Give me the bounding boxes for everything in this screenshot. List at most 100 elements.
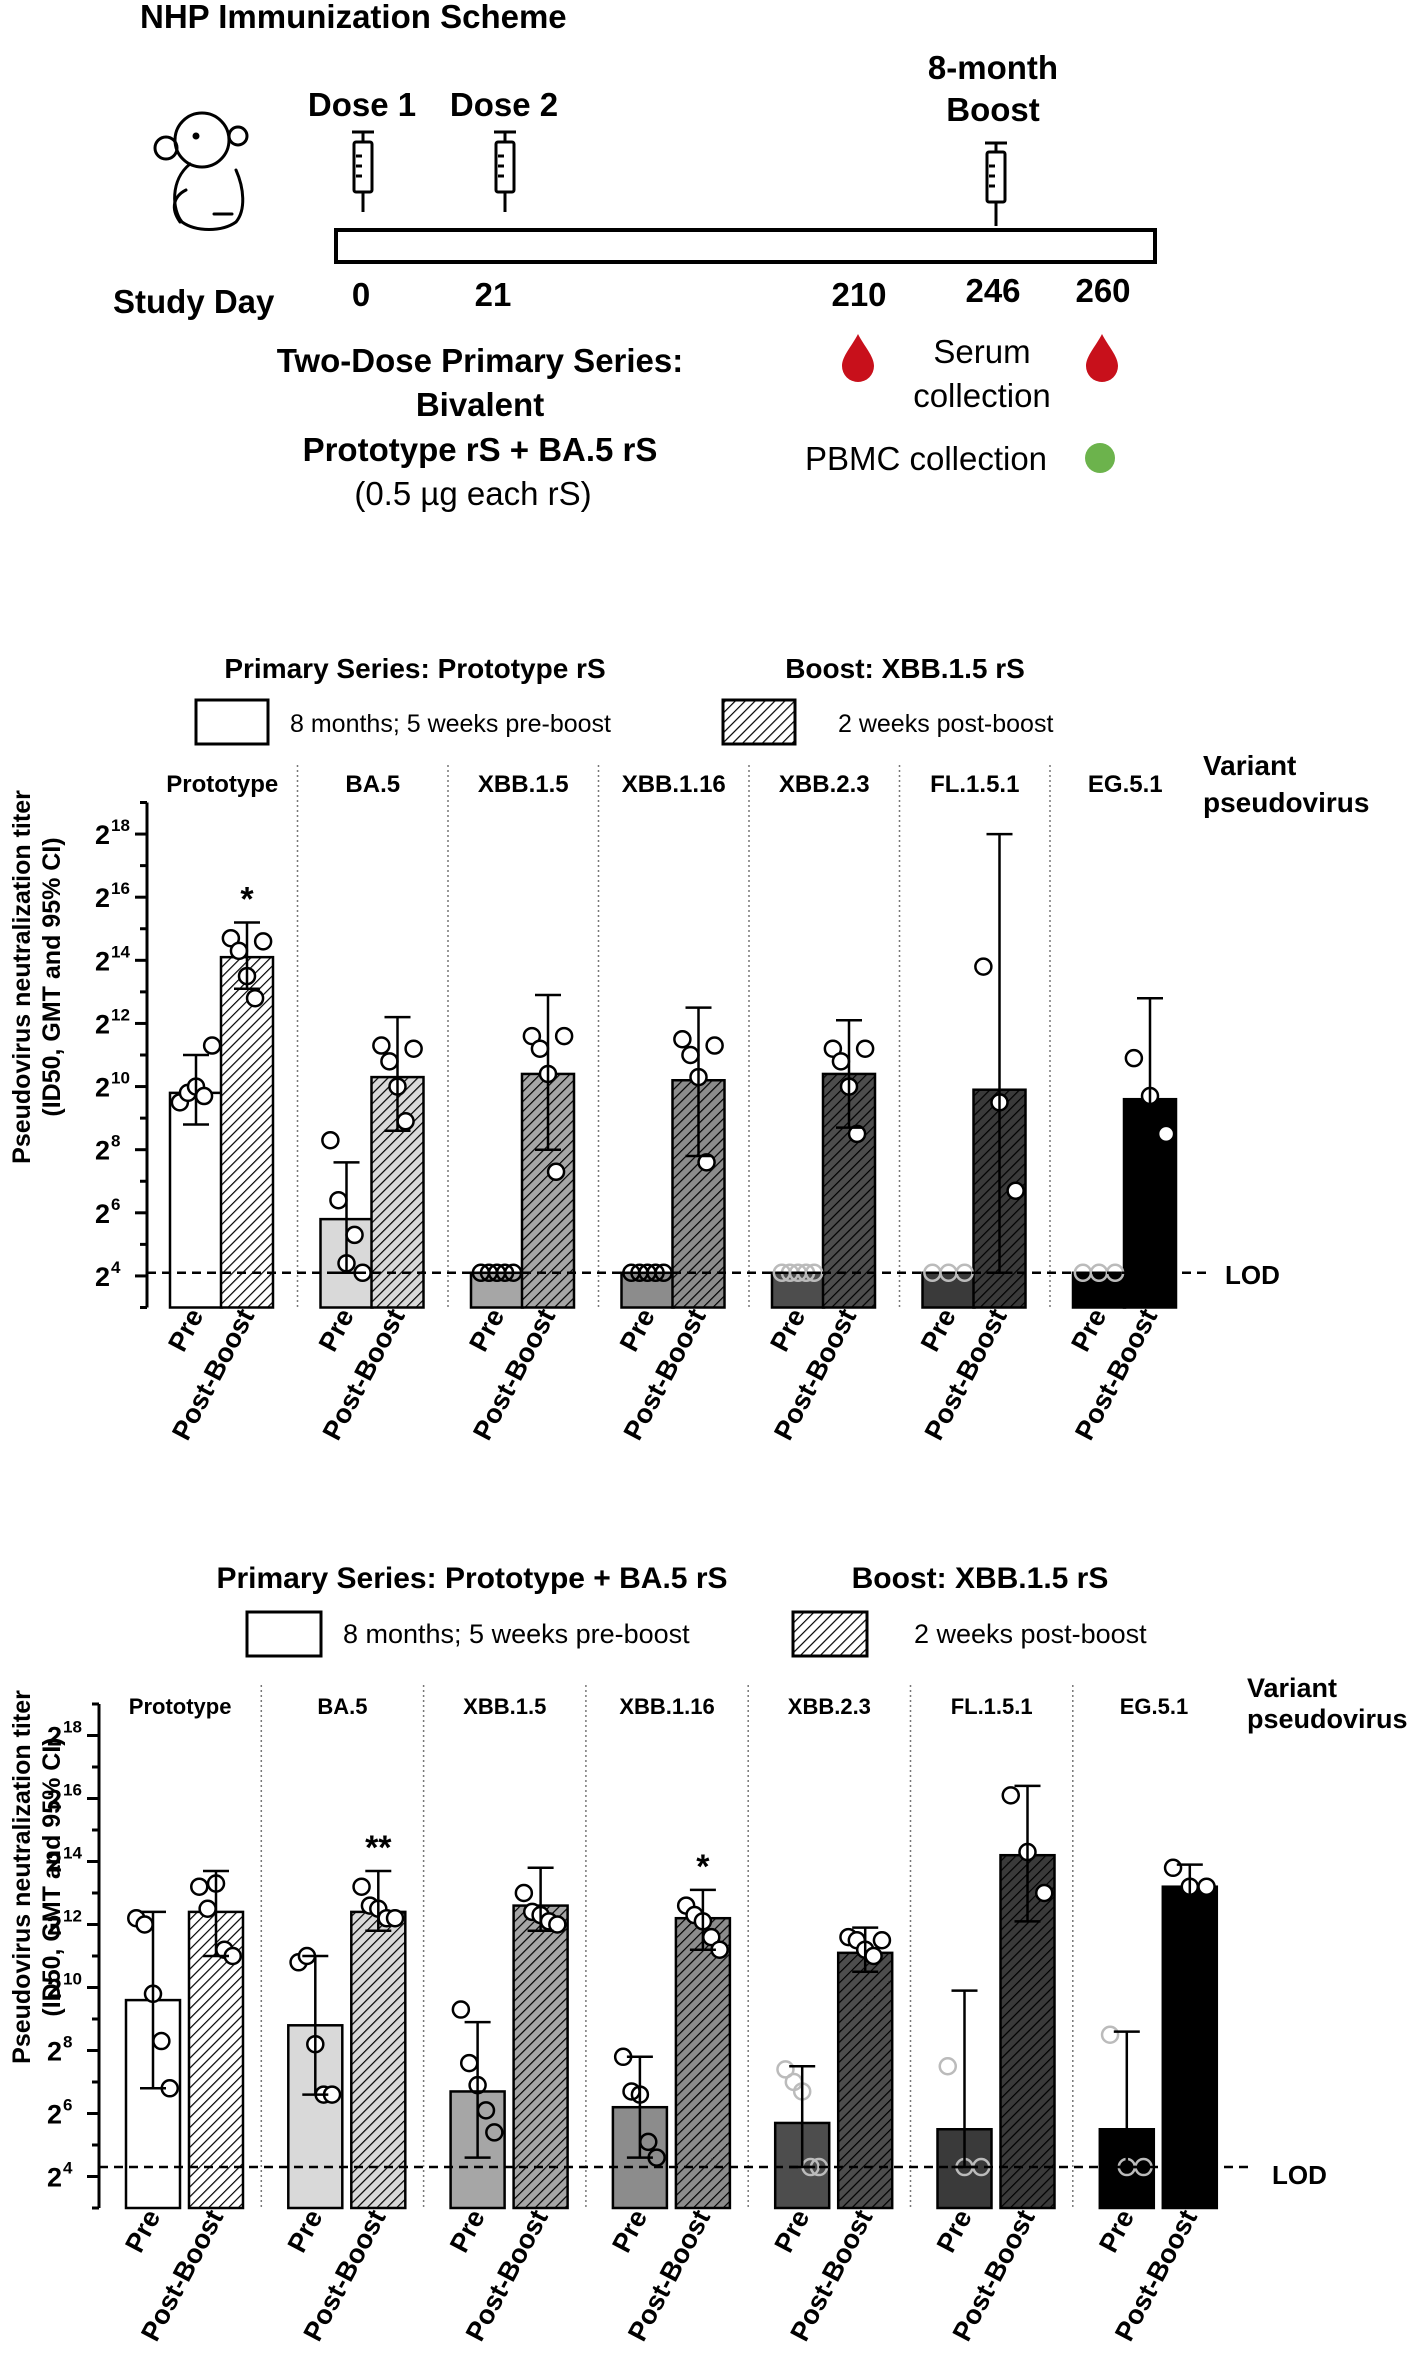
y-tick-exponent: 8	[63, 2033, 72, 2052]
y-tick-label: 212	[95, 1005, 130, 1039]
day-246: 246	[965, 272, 1020, 309]
primary-series-line3: Prototype rS + BA.5 rS	[303, 431, 658, 468]
pre-data-point	[1100, 2025, 1120, 2044]
pre-x-label: Pre	[282, 2205, 329, 2258]
pre-data-point	[329, 1190, 348, 1210]
pre-x-label: Pre	[162, 1304, 209, 1357]
variant-name: BA.5	[317, 1694, 367, 1719]
y-tick-label: 28	[95, 1132, 121, 1166]
pre-x-label: Pre	[606, 2205, 653, 2258]
post-data-point	[831, 1052, 851, 1071]
y-tick-exponent: 16	[111, 879, 130, 898]
y-tick-exponent: 10	[111, 1069, 130, 1088]
post-data-point	[514, 1883, 534, 1903]
panel1-significance: *	[240, 880, 254, 918]
syringe-icon-dose1	[352, 130, 374, 212]
variant-name: Prototype	[166, 771, 278, 798]
y-tick-exponent: 14	[111, 942, 130, 961]
y-tick-exponent: 4	[111, 1258, 121, 1277]
y-tick-label: 210	[95, 1069, 130, 1103]
post-data-point	[554, 1026, 574, 1046]
y-tick-label: 24	[47, 2159, 73, 2193]
dose1-label: Dose 1	[308, 86, 416, 123]
y-tick-label: 212	[47, 1907, 82, 1941]
post-bar-hatch	[221, 957, 273, 1308]
y-tick-exponent: 6	[63, 2096, 72, 2115]
immunization-scheme: NHP Immunization Scheme	[113, 0, 1157, 512]
pre-x-label: Pre	[313, 1304, 360, 1357]
pre-data-point	[459, 2053, 479, 2073]
blood-drop-icon-right	[1086, 334, 1118, 382]
panel2-lod-label: LOD	[1272, 2160, 1327, 2190]
y-tick-label: 28	[47, 2033, 73, 2067]
post-data-point	[872, 1931, 892, 1950]
post-data-point	[855, 1039, 875, 1058]
y-tick-exponent: 6	[111, 1195, 120, 1214]
pre-data-point	[194, 1086, 214, 1106]
panel1-y-ticks: 24 26 28 210 212 214 216 218	[95, 801, 147, 1309]
variant-name: XBB.1.16	[619, 1694, 714, 1719]
primary-series-line4: (0.5 µg each rS)	[354, 475, 591, 512]
variant-name: Prototype	[129, 1694, 232, 1719]
variant-name: XBB.1.5	[478, 771, 569, 798]
panel2-legend-pre: 8 months; 5 weeks pre-boost	[343, 1619, 690, 1649]
post-data-point	[681, 1045, 700, 1065]
dose2-label: Dose 2	[450, 86, 558, 123]
pre-x-label: Pre	[1065, 1304, 1112, 1357]
pre-bar-fill	[1073, 1272, 1125, 1308]
panel1-variant-label-line2: pseudovirus	[1203, 787, 1369, 818]
post-data-point	[1156, 1124, 1176, 1144]
post-data-point	[548, 1915, 567, 1934]
day-21: 21	[475, 276, 512, 313]
panel1-title-right: Boost: XBB.1.5 rS	[785, 653, 1025, 684]
y-tick-exponent: 12	[63, 1907, 82, 1926]
pre-data-point	[503, 1263, 523, 1283]
post-data-point	[705, 1036, 724, 1055]
panel1-legend-pre-swatch	[194, 698, 270, 746]
post-data-point	[380, 1052, 399, 1071]
panel2-variant-names: Prototype BA.5 XBB.1.5 XBB.1.16 XBB.2.3 FL.1.…	[129, 1694, 1188, 1719]
syringe-icon-boost	[985, 141, 1007, 226]
pre-data-point	[776, 2060, 795, 2079]
variant-name: FL.1.5.1	[951, 1694, 1033, 1719]
variant-name: EG.5.1	[1120, 1694, 1188, 1719]
pre-bar-fill	[621, 1272, 674, 1308]
boost-label-line2: Boost	[946, 91, 1040, 128]
significance-marker: **	[365, 1829, 392, 1867]
pre-data-point	[345, 1225, 364, 1245]
post-data-point	[245, 988, 265, 1008]
post-data-point	[530, 1039, 550, 1058]
scheme-title: NHP Immunization Scheme	[140, 0, 567, 35]
post-data-point	[522, 1026, 542, 1046]
y-tick-exponent: 18	[111, 816, 130, 835]
panel2-legend-post-swatch	[791, 1610, 869, 1658]
panel1-variant-label-line1: Variant	[1203, 750, 1296, 781]
variant-name: XBB.1.5	[463, 1694, 546, 1719]
day-0: 0	[352, 276, 370, 313]
panel1-bars	[168, 955, 1178, 1309]
pre-x-label: Pre	[931, 2205, 978, 2258]
y-tick-label: 24	[95, 1258, 121, 1292]
pre-data-point	[321, 1130, 340, 1150]
post-bar-hatch	[351, 1911, 406, 2208]
y-tick-label: 26	[95, 1195, 121, 1229]
primary-series-line1: Two-Dose Primary Series:	[277, 342, 684, 379]
post-bar-hatch	[513, 1905, 568, 2208]
post-data-point	[221, 928, 241, 948]
panel1-legend-post: 2 weeks post-boost	[838, 710, 1053, 738]
panel1-legend-pre: 8 months; 5 weeks pre-boost	[290, 710, 611, 738]
panel1-legend-post-swatch	[721, 698, 797, 746]
post-data-point	[673, 1029, 692, 1049]
monkey-icon	[153, 111, 249, 231]
pre-x-label: Pre	[1093, 2205, 1140, 2258]
post-data-point	[385, 1908, 405, 1928]
pbmc-dot-icon	[1085, 443, 1115, 473]
significance-marker: *	[240, 880, 254, 918]
pre-data-point	[485, 2123, 504, 2142]
panel1-ylabel-line1: Pseudovirus neutralization titer	[8, 790, 36, 1164]
pre-x-label: Pre	[769, 2205, 816, 2258]
panel2-title-left: Primary Series: Prototype + BA.5 rS	[216, 1562, 727, 1595]
post-data-point	[198, 1899, 217, 1918]
